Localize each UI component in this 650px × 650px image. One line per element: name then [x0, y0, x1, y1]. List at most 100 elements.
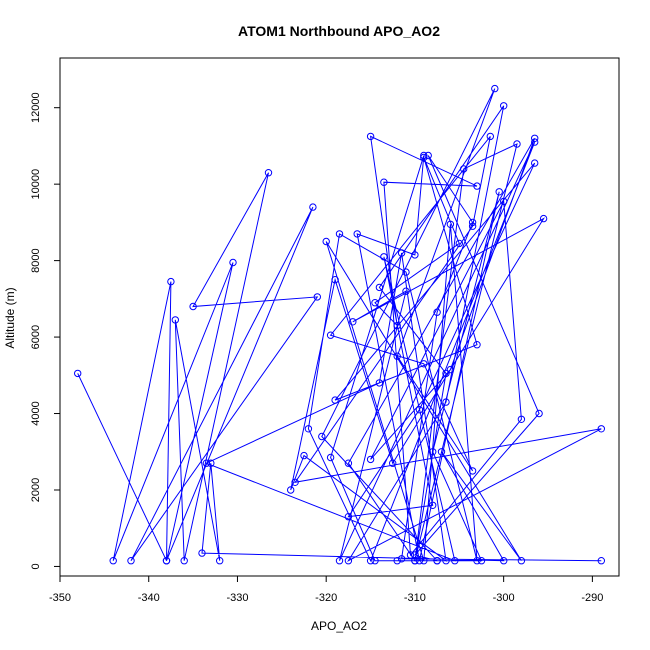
data-point	[198, 549, 206, 557]
data-point	[455, 239, 463, 248]
data-point	[486, 132, 494, 141]
data-point	[109, 557, 117, 565]
data-point	[397, 249, 406, 257]
y-tick-label: 2000	[30, 478, 42, 502]
x-axis: -350 -340 -330 -320 -310 -300 -290	[49, 576, 603, 604]
x-tick-label: -290	[581, 592, 603, 604]
data-point	[411, 251, 419, 259]
data-point	[397, 555, 406, 563]
data-point	[180, 557, 188, 565]
data-point	[531, 138, 539, 146]
data-point	[411, 557, 419, 565]
data-point	[491, 84, 499, 93]
data-point	[495, 188, 503, 196]
data-point	[309, 203, 317, 211]
y-axis: 0 2000 4000 6000 8000 10000 12000	[30, 92, 60, 570]
data-point	[318, 432, 326, 441]
data-point	[446, 365, 455, 374]
data-point	[473, 182, 481, 190]
data-point	[500, 197, 508, 206]
data-point	[531, 159, 539, 167]
data-point	[406, 551, 415, 559]
data-point	[517, 415, 526, 423]
data-point	[344, 513, 353, 521]
data-point	[353, 230, 361, 238]
data-point	[473, 341, 481, 349]
y-axis-label: Altitude (m)	[3, 287, 17, 348]
x-tick-label: -350	[49, 592, 71, 604]
data-point	[380, 178, 388, 186]
data-point	[326, 331, 335, 339]
data-point	[468, 218, 477, 227]
data-point	[127, 557, 135, 565]
data-point	[429, 448, 437, 456]
data-point	[433, 557, 441, 565]
data-point	[313, 293, 321, 301]
data-point	[513, 140, 521, 148]
x-tick-label: -310	[404, 592, 426, 604]
data-point	[393, 557, 401, 565]
data-point	[322, 237, 330, 246]
x-axis-label: APO_AO2	[311, 619, 367, 633]
data-point	[202, 459, 211, 467]
y-tick-label: 0	[30, 563, 42, 569]
data-point	[420, 557, 428, 565]
data-point	[535, 409, 543, 418]
data-point	[74, 369, 82, 378]
data-point	[517, 557, 526, 565]
data-point	[420, 360, 428, 368]
data-point	[171, 316, 180, 324]
data-point	[415, 406, 424, 414]
data-point	[331, 396, 339, 404]
y-tick-label: 4000	[30, 401, 42, 425]
data-point	[393, 352, 401, 360]
data-point	[442, 369, 450, 378]
data-point	[371, 557, 379, 565]
data-point	[437, 448, 446, 456]
data-point	[402, 287, 410, 295]
x-tick-label: -340	[138, 592, 160, 604]
data-point	[442, 557, 450, 565]
x-tick-label: -320	[315, 592, 337, 604]
plot-frame	[59, 57, 620, 577]
data-point	[167, 277, 175, 286]
data-point	[460, 165, 468, 173]
data-point	[291, 478, 299, 486]
series-line	[77, 88, 602, 562]
data-point	[162, 557, 171, 565]
data-point	[349, 318, 357, 326]
data-point	[446, 220, 455, 229]
data-point	[539, 214, 548, 223]
data-point	[429, 501, 437, 509]
data-point	[326, 453, 335, 462]
chart-title: ATOM1 Northbound APO_AO2	[238, 23, 440, 39]
data-point	[216, 557, 224, 565]
data-point	[335, 557, 344, 565]
data-point	[335, 230, 344, 238]
data-point	[500, 557, 508, 565]
data-point	[468, 467, 477, 475]
data-point	[331, 276, 339, 284]
data-point	[420, 151, 428, 160]
data-point	[451, 557, 459, 565]
y-tick-label: 8000	[30, 248, 42, 272]
data-point	[344, 557, 353, 565]
data-point	[207, 459, 215, 467]
data-point	[300, 451, 308, 460]
data-point	[393, 321, 401, 330]
data-point	[371, 299, 379, 307]
data-point	[389, 459, 397, 467]
data-point	[473, 557, 481, 565]
x-tick-label: -300	[493, 592, 515, 604]
data-point	[375, 283, 384, 292]
data-point	[344, 459, 353, 467]
data-point	[411, 551, 419, 559]
data-point	[375, 379, 384, 387]
data-point	[424, 151, 432, 160]
data-point	[366, 455, 375, 464]
x-tick-label: -330	[226, 592, 248, 604]
data-point	[500, 102, 508, 110]
data-point	[597, 425, 605, 433]
data-point	[415, 557, 424, 565]
